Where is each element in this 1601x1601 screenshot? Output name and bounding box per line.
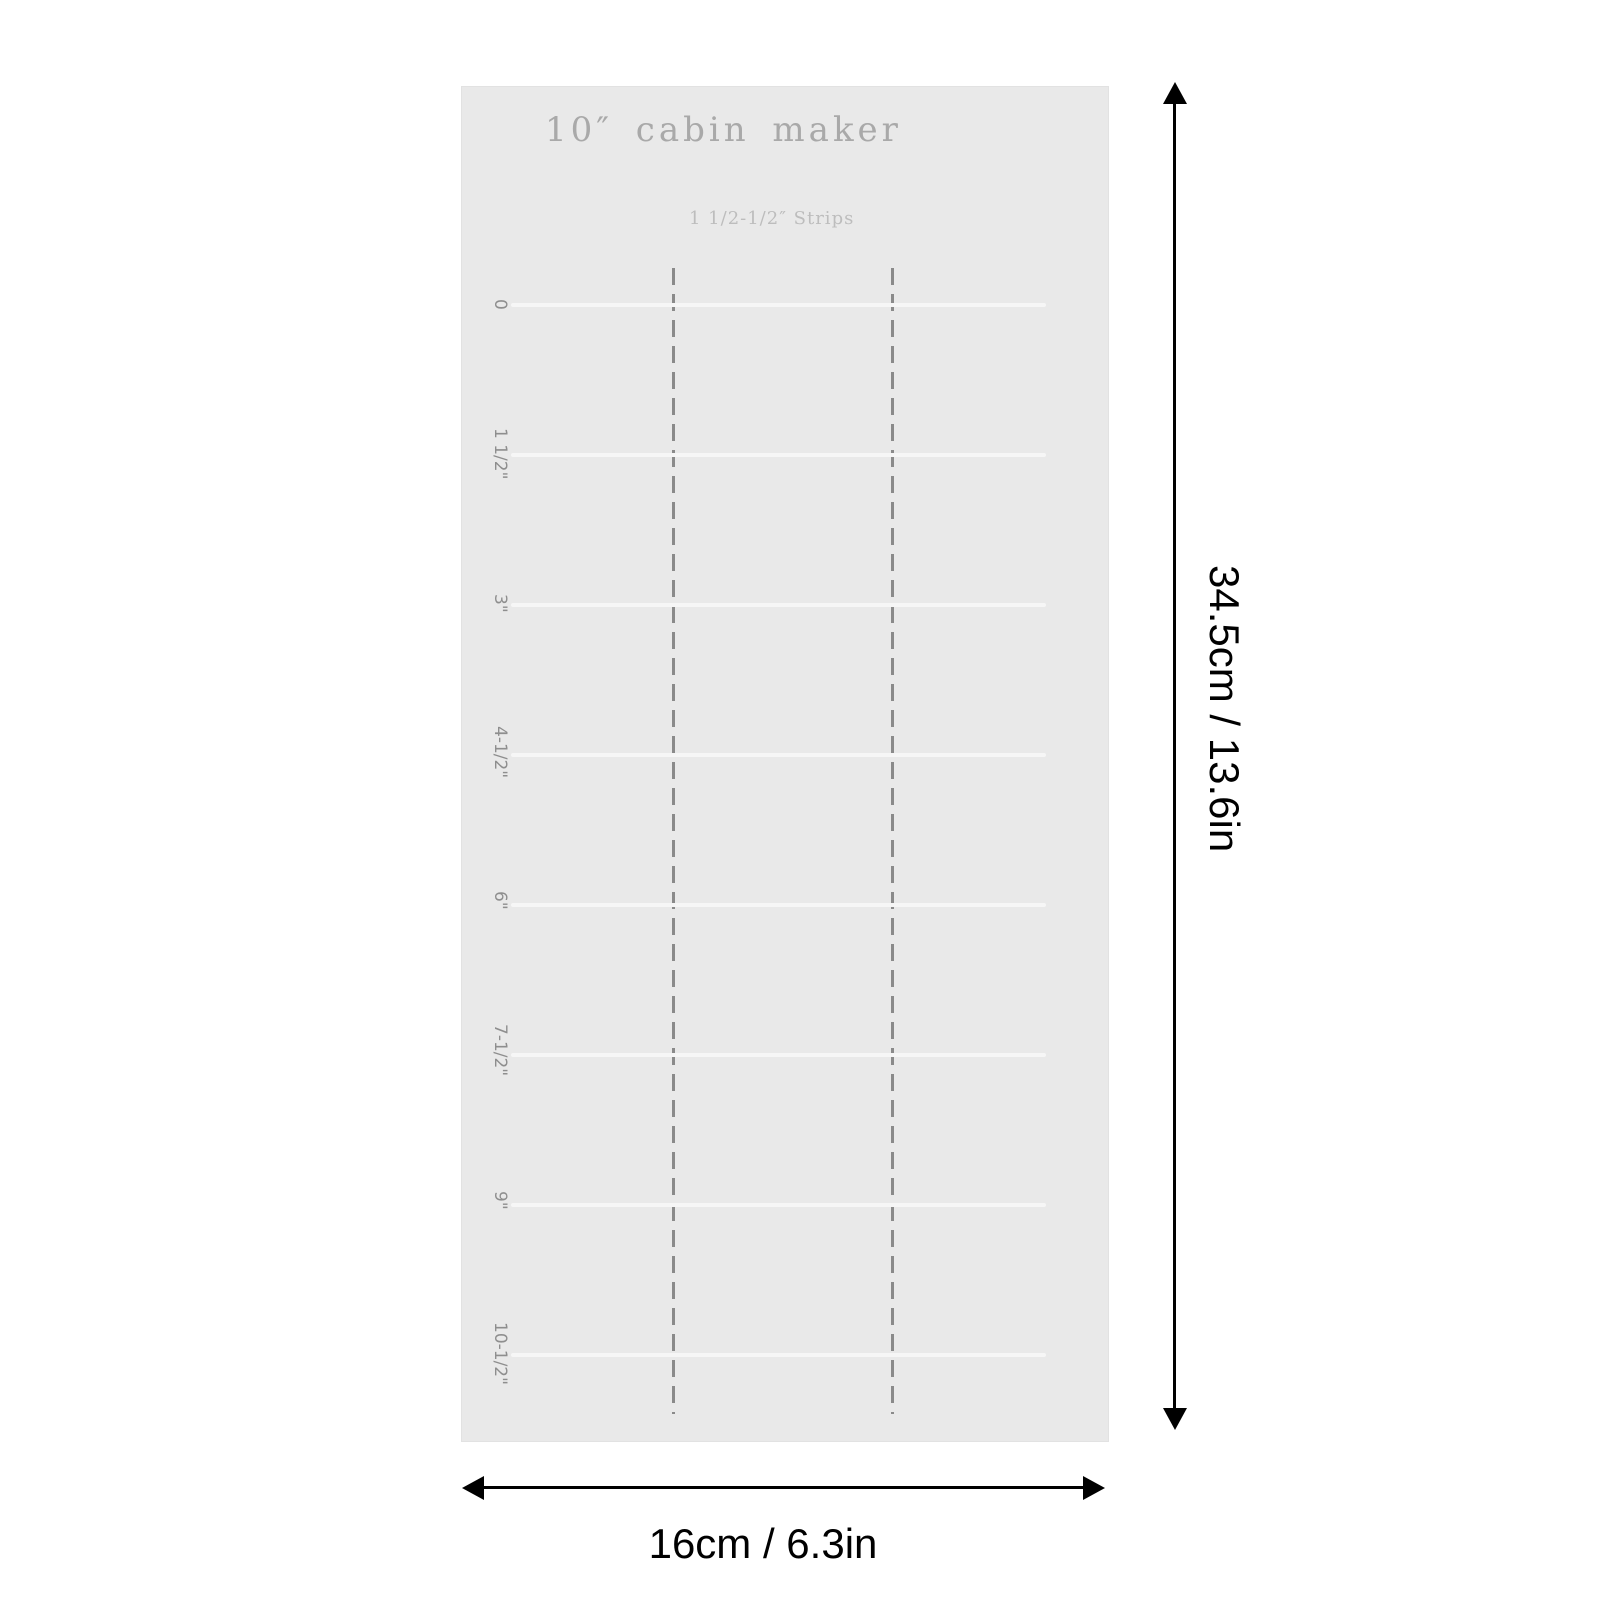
width-dimension-line bbox=[478, 1486, 1090, 1489]
cut-line-right bbox=[891, 268, 894, 1414]
arrow-right-icon bbox=[1083, 1476, 1105, 1500]
arrow-down-icon bbox=[1163, 1408, 1187, 1430]
strip-line bbox=[511, 1353, 1046, 1357]
ruler-subtitle: 1 1/2-1/2″ Strips bbox=[689, 208, 855, 229]
strip-line bbox=[511, 1203, 1046, 1207]
strip-line bbox=[511, 603, 1046, 607]
mark-label: 1 1/2" bbox=[490, 428, 510, 480]
strip-line bbox=[511, 303, 1046, 307]
mark-label: 3" bbox=[490, 594, 510, 613]
arrow-left-icon bbox=[462, 1476, 484, 1500]
mark-label: 10-1/2" bbox=[490, 1322, 510, 1385]
strip-line bbox=[511, 903, 1046, 907]
strip-line bbox=[511, 453, 1046, 457]
height-dimension-line bbox=[1173, 98, 1176, 1412]
mark-label: 0 bbox=[490, 299, 510, 310]
cut-line-left bbox=[672, 268, 675, 1414]
strip-line bbox=[511, 1053, 1046, 1057]
ruler-title: 10″ cabin maker bbox=[545, 110, 902, 150]
width-label: 16cm / 6.3in bbox=[648, 1520, 878, 1567]
arrow-up-icon bbox=[1163, 82, 1187, 104]
quilting-ruler: 10″ cabin maker 1 1/2-1/2″ Strips 0 1 1/… bbox=[461, 86, 1109, 1442]
height-label: 34.5cm / 13.6in bbox=[1201, 565, 1248, 853]
mark-label: 9" bbox=[490, 1191, 510, 1210]
mark-label: 4-1/2" bbox=[490, 726, 510, 779]
strip-line bbox=[511, 753, 1046, 757]
mark-label: 7-1/2" bbox=[490, 1024, 510, 1077]
mark-label: 6" bbox=[490, 891, 510, 910]
